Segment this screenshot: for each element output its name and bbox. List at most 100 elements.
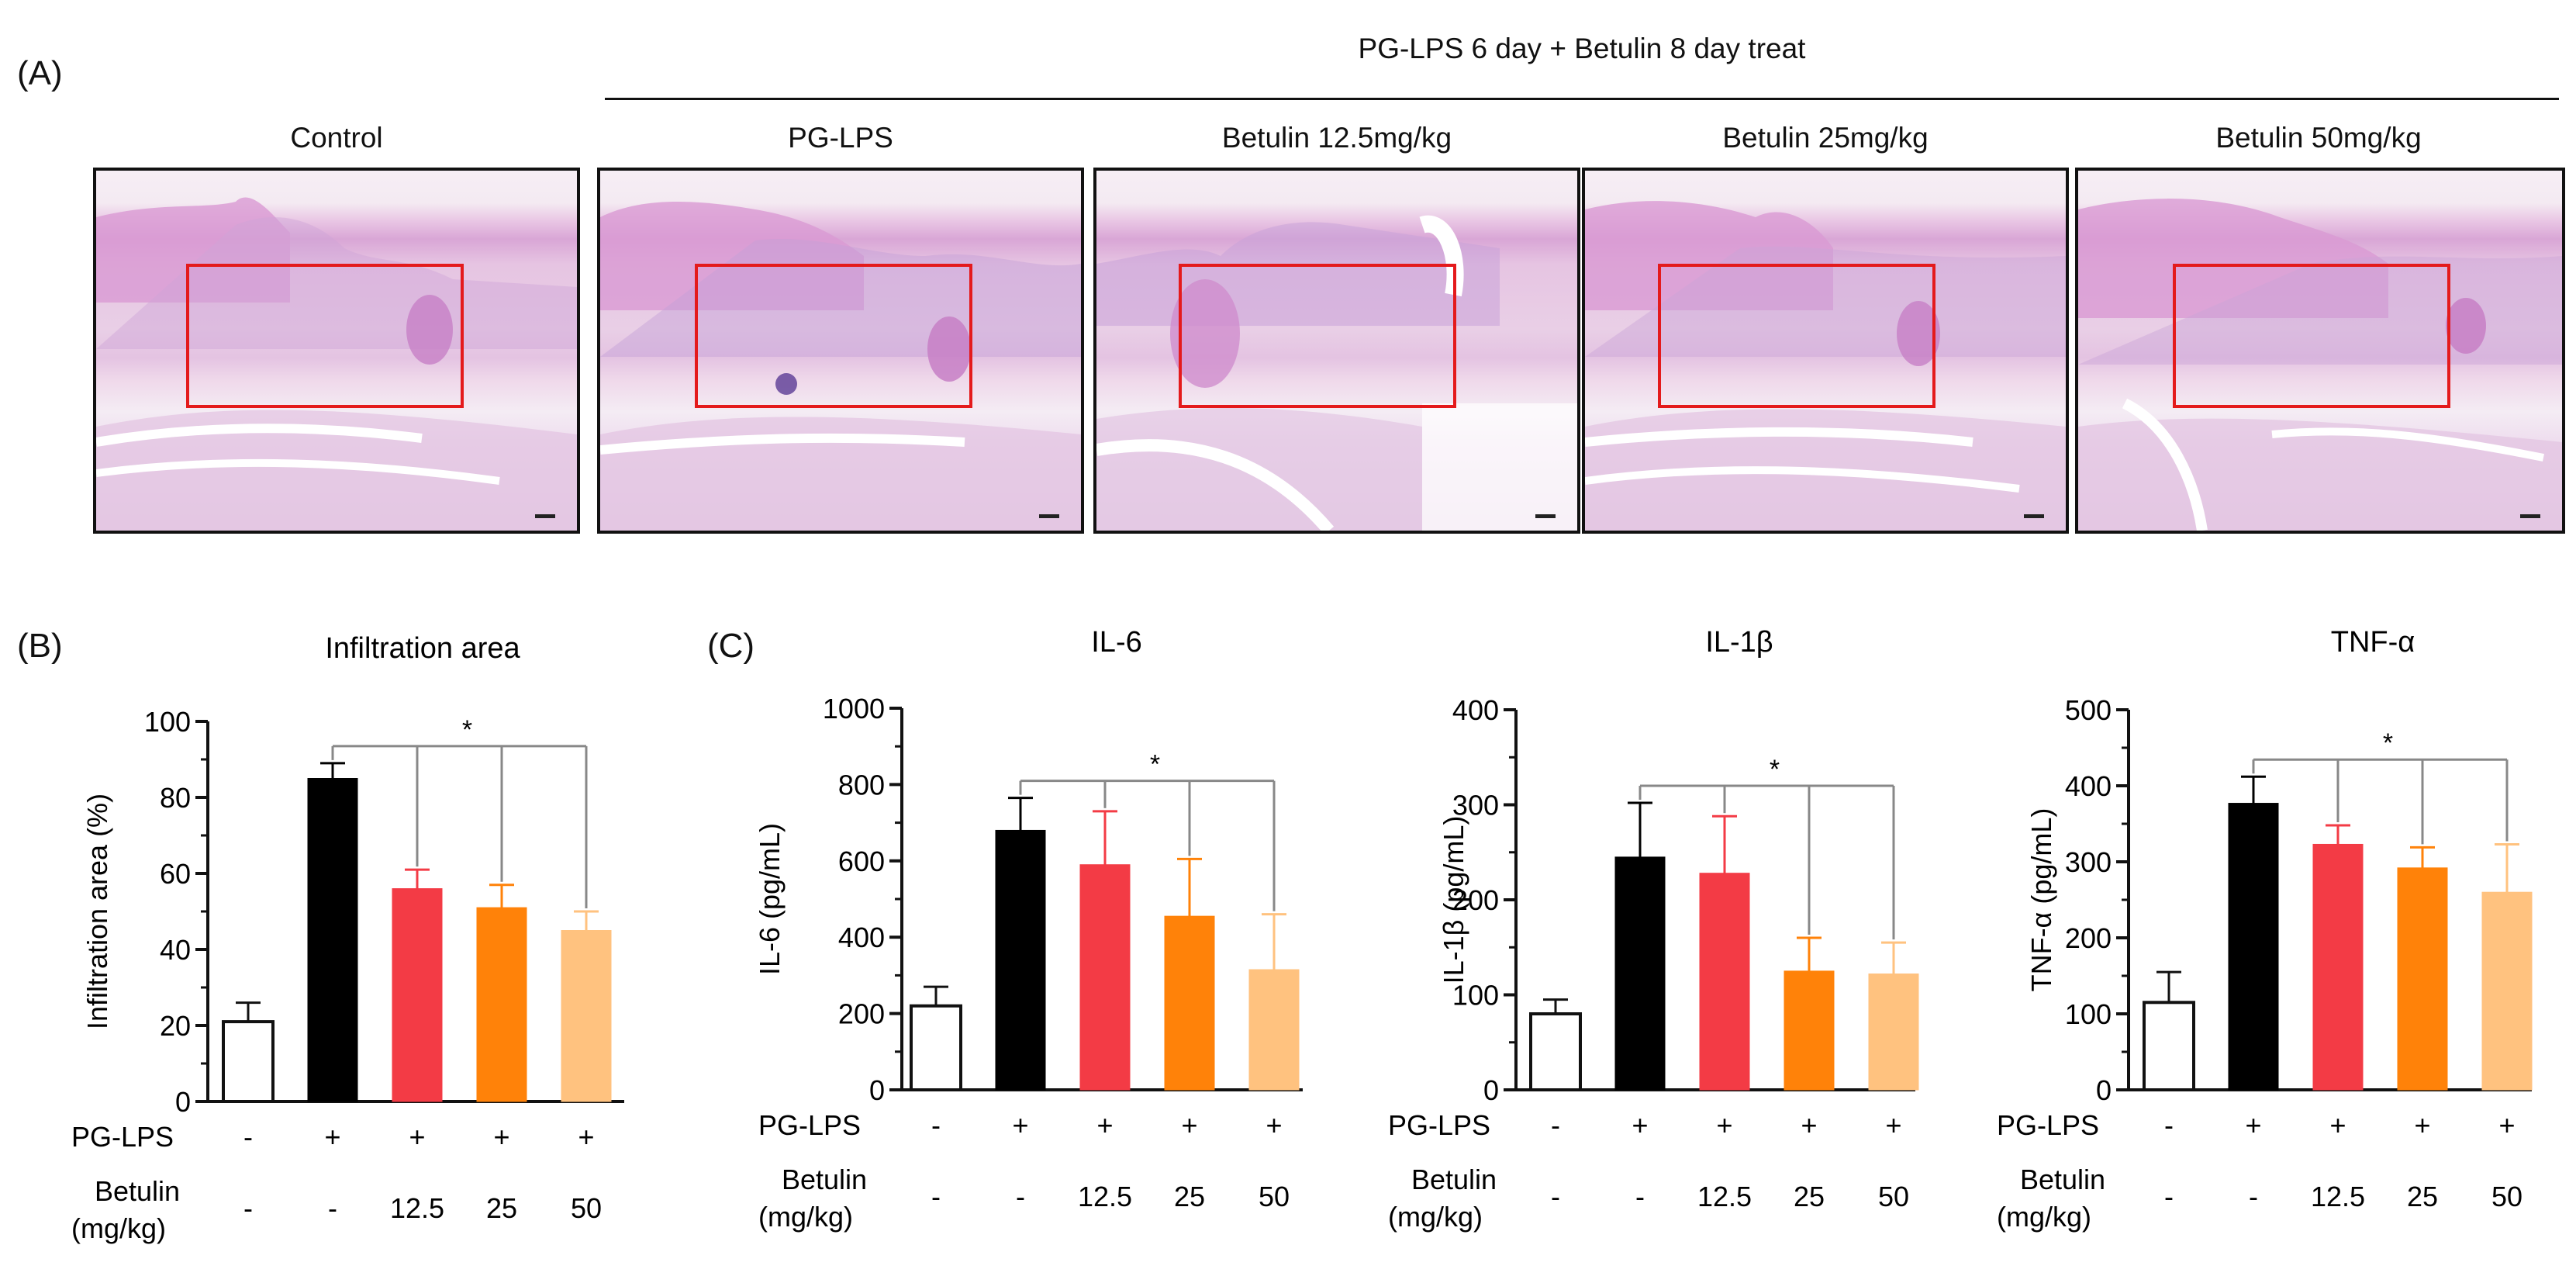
row-label-pg-lps: PG-LPS bbox=[1388, 1109, 1490, 1141]
y-tick-label: 200 bbox=[1452, 884, 1499, 916]
y-tick-label: 500 bbox=[2065, 694, 2112, 726]
row-label-unit: (mg/kg) bbox=[1997, 1201, 2091, 1233]
y-tick-label: 400 bbox=[1452, 694, 1499, 726]
treatment-header-line bbox=[605, 98, 2559, 100]
row-label-betulin: Betulin bbox=[782, 1164, 867, 1195]
pg-lps-row-value: - bbox=[1551, 1109, 1560, 1141]
y-tick-label: 0 bbox=[2096, 1074, 2112, 1106]
pg-lps-row-value: + bbox=[1801, 1109, 1817, 1141]
y-axis-label: IL-1β (pg/mL) bbox=[1438, 816, 1469, 984]
image-title-betulin-50: Betulin 50mg/kg bbox=[2215, 122, 2422, 154]
betulin-row-value: - bbox=[2249, 1181, 2258, 1212]
scale-bar bbox=[1535, 514, 1556, 518]
pg-lps-row-value: + bbox=[2414, 1109, 2430, 1141]
betulin-row-value: 25 bbox=[1174, 1181, 1205, 1212]
pg-lps-row-value: + bbox=[1632, 1109, 1648, 1141]
row-label-pg-lps: PG-LPS bbox=[1997, 1109, 2099, 1141]
chart-title: Infiltration area bbox=[325, 632, 520, 665]
bar bbox=[476, 907, 527, 1102]
y-tick-label: 400 bbox=[2065, 770, 2112, 802]
pg-lps-row-value: + bbox=[1885, 1109, 1901, 1141]
roi-box bbox=[695, 264, 972, 408]
y-tick-label: 200 bbox=[838, 998, 885, 1030]
betulin-row-value: - bbox=[243, 1192, 253, 1224]
y-axis-label: IL-6 (pg/mL) bbox=[754, 823, 786, 975]
row-label-betulin: Betulin bbox=[1411, 1164, 1497, 1195]
row-label-unit: (mg/kg) bbox=[758, 1201, 853, 1233]
y-tick-label: 100 bbox=[1452, 980, 1499, 1012]
roi-box bbox=[2173, 264, 2450, 408]
pg-lps-row-value: + bbox=[1181, 1109, 1197, 1141]
row-label-betulin: Betulin bbox=[2020, 1164, 2105, 1195]
pg-lps-row-value: + bbox=[2498, 1109, 2515, 1141]
pg-lps-row-value: - bbox=[2164, 1109, 2174, 1141]
betulin-row-value: - bbox=[1551, 1181, 1560, 1212]
betulin-row-value: - bbox=[1635, 1181, 1645, 1212]
y-tick-label: 1000 bbox=[823, 693, 885, 724]
bar bbox=[910, 1004, 962, 1092]
tissue-illustration bbox=[1096, 215, 1577, 531]
bar bbox=[1699, 873, 1750, 1091]
pg-lps-row-value: - bbox=[243, 1121, 253, 1153]
y-tick-label: 60 bbox=[160, 858, 191, 890]
y-tick-label: 80 bbox=[160, 782, 191, 814]
micrograph-pg-lps bbox=[597, 168, 1084, 534]
betulin-row-value: 12.5 bbox=[1078, 1181, 1132, 1212]
y-tick-label: 0 bbox=[1483, 1074, 1499, 1106]
betulin-row-value: - bbox=[931, 1181, 941, 1212]
y-tick-label: 600 bbox=[838, 846, 885, 877]
bar bbox=[1164, 915, 1215, 1091]
y-axis-label: Infiltration area (%) bbox=[81, 794, 113, 1029]
significance-marker: * bbox=[1150, 750, 1160, 780]
roi-box bbox=[1179, 264, 1456, 408]
y-tick-label: 100 bbox=[2065, 998, 2112, 1030]
chart-title: IL-1β bbox=[1705, 626, 1773, 659]
pg-lps-row-value: + bbox=[1716, 1109, 1732, 1141]
micrograph-betulin-50 bbox=[2075, 168, 2565, 534]
panel-a-label: (A) bbox=[17, 54, 63, 92]
betulin-row-value: 12.5 bbox=[2311, 1181, 2365, 1212]
roi-box bbox=[186, 264, 464, 408]
betulin-row-value: - bbox=[2164, 1181, 2174, 1212]
bar bbox=[1529, 1012, 1582, 1091]
scale-bar bbox=[535, 514, 555, 518]
bar bbox=[1079, 864, 1131, 1091]
panel-c-label: (C) bbox=[707, 627, 755, 665]
image-title-control: Control bbox=[290, 122, 383, 154]
betulin-row-value: 50 bbox=[2491, 1181, 2522, 1212]
image-title-betulin-12-5: Betulin 12.5mg/kg bbox=[1221, 122, 1452, 154]
bar bbox=[2397, 867, 2448, 1091]
pg-lps-row-value: + bbox=[1012, 1109, 1028, 1141]
bar bbox=[392, 888, 443, 1102]
pg-lps-row-value: + bbox=[2329, 1109, 2346, 1141]
pg-lps-row-value: + bbox=[2245, 1109, 2261, 1141]
bar bbox=[2228, 803, 2279, 1091]
pg-lps-row-value: + bbox=[493, 1121, 509, 1153]
image-title-pg-lps: PG-LPS bbox=[788, 122, 893, 154]
row-label-unit: (mg/kg) bbox=[1388, 1201, 1483, 1233]
row-label-unit: (mg/kg) bbox=[71, 1212, 166, 1244]
y-tick-label: 40 bbox=[160, 934, 191, 966]
pg-lps-row-value: + bbox=[324, 1121, 340, 1153]
tissue-illustration bbox=[600, 202, 1081, 531]
micrograph-betulin-25 bbox=[1582, 168, 2069, 534]
treatment-header: PG-LPS 6 day + Betulin 8 day treat bbox=[1358, 33, 1806, 64]
micrograph-control bbox=[93, 168, 580, 534]
bar bbox=[1614, 856, 1666, 1091]
significance-marker: * bbox=[1770, 755, 1780, 784]
micrograph-betulin-12-5 bbox=[1093, 168, 1580, 534]
y-axis-label: TNF-α (pg/mL) bbox=[2025, 808, 2057, 992]
roi-box bbox=[1658, 264, 1935, 408]
pg-lps-row-value: + bbox=[578, 1121, 594, 1153]
panel-b-label: (B) bbox=[17, 627, 63, 665]
chart-title: TNF-α bbox=[2331, 626, 2415, 659]
y-tick-label: 800 bbox=[838, 769, 885, 801]
significance-marker: * bbox=[2383, 728, 2393, 758]
betulin-row-value: 50 bbox=[1259, 1181, 1290, 1212]
bar bbox=[307, 778, 358, 1102]
scale-bar bbox=[2520, 514, 2540, 518]
image-title-betulin-25: Betulin 25mg/kg bbox=[1722, 122, 1929, 154]
significance-marker: * bbox=[462, 715, 472, 745]
scale-bar bbox=[1039, 514, 1059, 518]
tissue-illustration bbox=[1585, 201, 2066, 531]
